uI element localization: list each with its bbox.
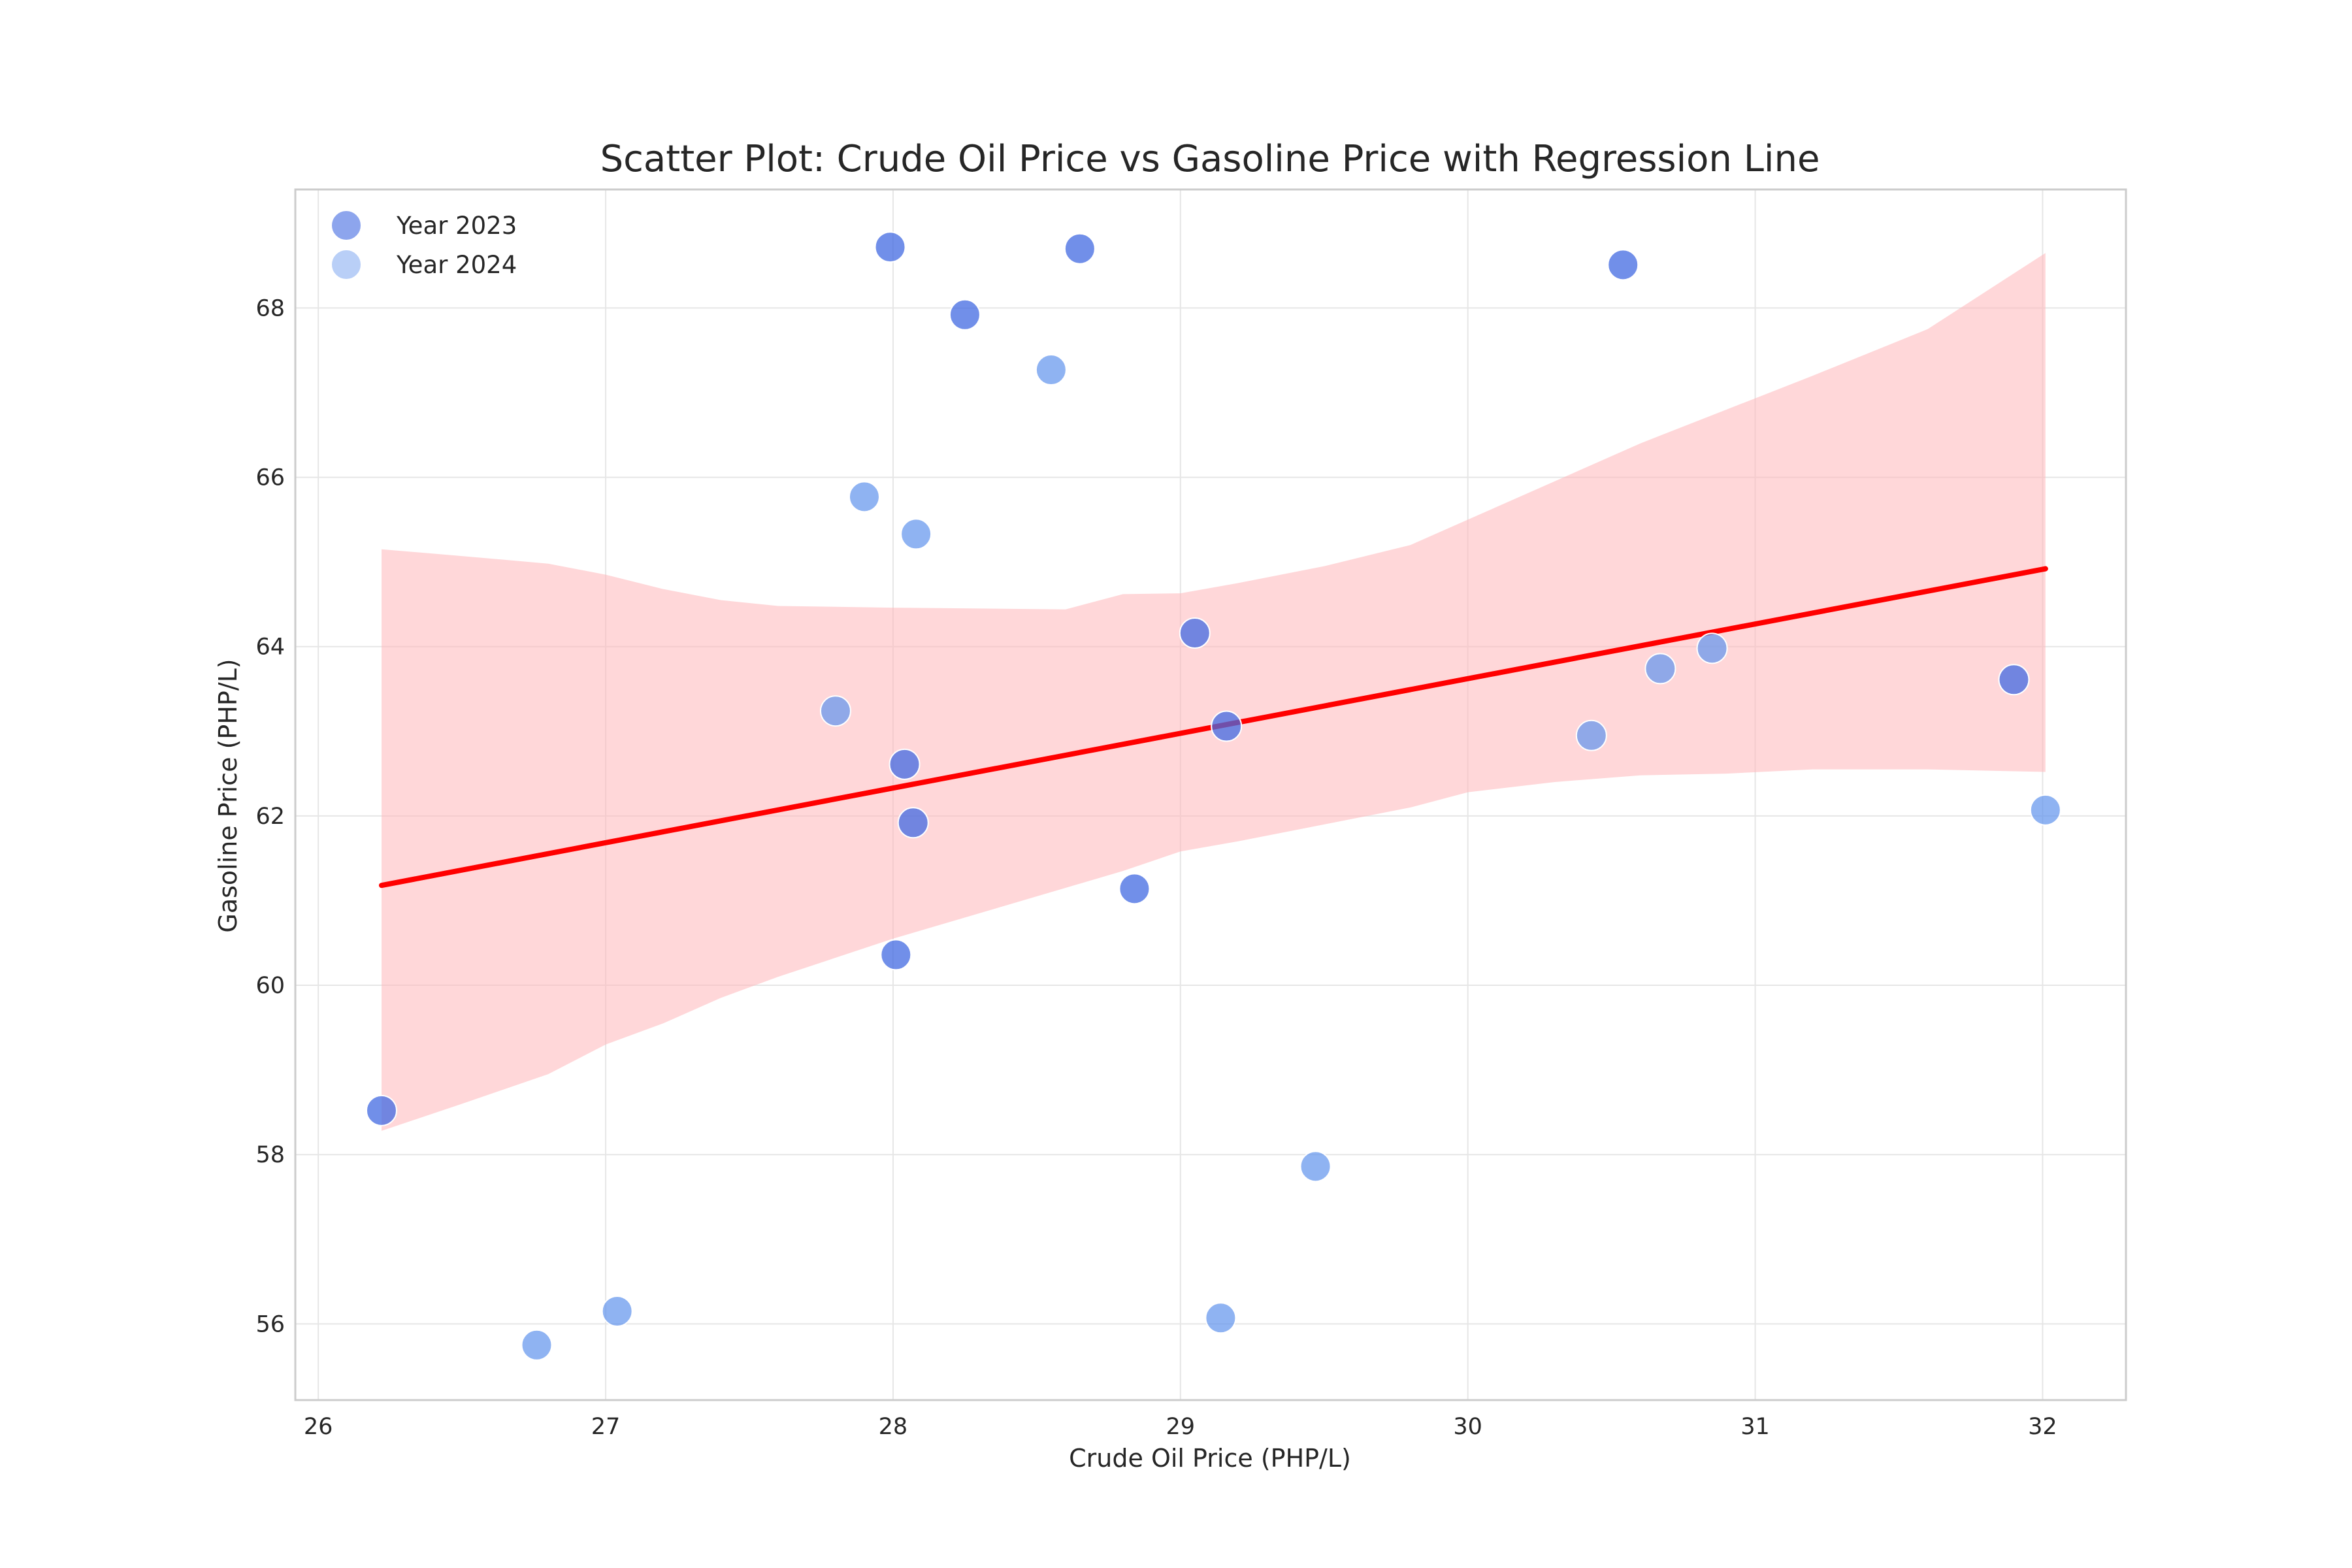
scatter-points-layer [365, 231, 2061, 1361]
point-2023 [897, 807, 929, 839]
point-2024 [601, 1295, 633, 1327]
point-2024 [1696, 632, 1728, 664]
point-2024 [1205, 1302, 1237, 1334]
plot-frame [294, 188, 2127, 1401]
point-2023 [880, 939, 912, 971]
x-tick-label: 31 [1740, 1414, 1770, 1440]
y-tick-label: 66 [255, 465, 285, 491]
point-2024 [900, 518, 932, 550]
point-2024 [521, 1329, 553, 1361]
legend-marker-2023 [331, 210, 362, 241]
x-axis-label: Crude Oil Price (PHP/L) [1069, 1444, 1351, 1473]
point-2023 [889, 748, 921, 780]
x-axis-ticks: 26 27 28 29 30 31 32 [304, 1414, 2057, 1440]
y-tick-label: 62 [255, 804, 285, 830]
confidence-band [382, 253, 2046, 1131]
chart-title: Scatter Plot: Crude Oil Price vs Gasolin… [600, 138, 1820, 180]
x-tick-label: 28 [879, 1414, 908, 1440]
legend-label-2023: Year 2023 [396, 212, 517, 240]
point-2024 [1575, 719, 1607, 751]
point-2024 [819, 695, 851, 727]
legend: Year 2023 Year 2024 [331, 210, 517, 280]
point-2024 [1035, 354, 1067, 386]
y-tick-label: 60 [255, 973, 285, 999]
point-2023 [1064, 233, 1096, 265]
x-tick-label: 29 [1166, 1414, 1196, 1440]
y-tick-label: 58 [255, 1142, 285, 1168]
x-tick-label: 32 [2028, 1414, 2057, 1440]
point-2023 [1607, 249, 1639, 281]
point-2024 [848, 481, 880, 513]
x-tick-label: 30 [1453, 1414, 1482, 1440]
point-2023 [949, 299, 981, 331]
point-2023 [1179, 617, 1211, 649]
y-axis-label: Gasoline Price (PHP/L) [214, 659, 242, 932]
y-tick-label: 64 [255, 634, 285, 661]
y-axis-ticks: 56 58 60 62 64 66 68 [255, 295, 285, 1337]
y-tick-label: 68 [255, 295, 285, 321]
point-2023 [1119, 873, 1151, 905]
point-2024 [1644, 653, 1676, 685]
legend-marker-2024 [331, 249, 362, 280]
point-2024 [1299, 1151, 1331, 1183]
x-tick-label: 27 [591, 1414, 621, 1440]
x-tick-label: 26 [304, 1414, 333, 1440]
plot-area [294, 188, 2127, 1401]
point-2023 [1998, 664, 2030, 696]
y-tick-label: 56 [255, 1311, 285, 1337]
confidence-band-layer [382, 253, 2046, 1131]
point-2023 [1211, 710, 1243, 742]
legend-label-2024: Year 2024 [396, 251, 517, 279]
point-2024 [2029, 794, 2061, 826]
point-2023 [874, 231, 906, 263]
point-2023 [365, 1094, 397, 1126]
